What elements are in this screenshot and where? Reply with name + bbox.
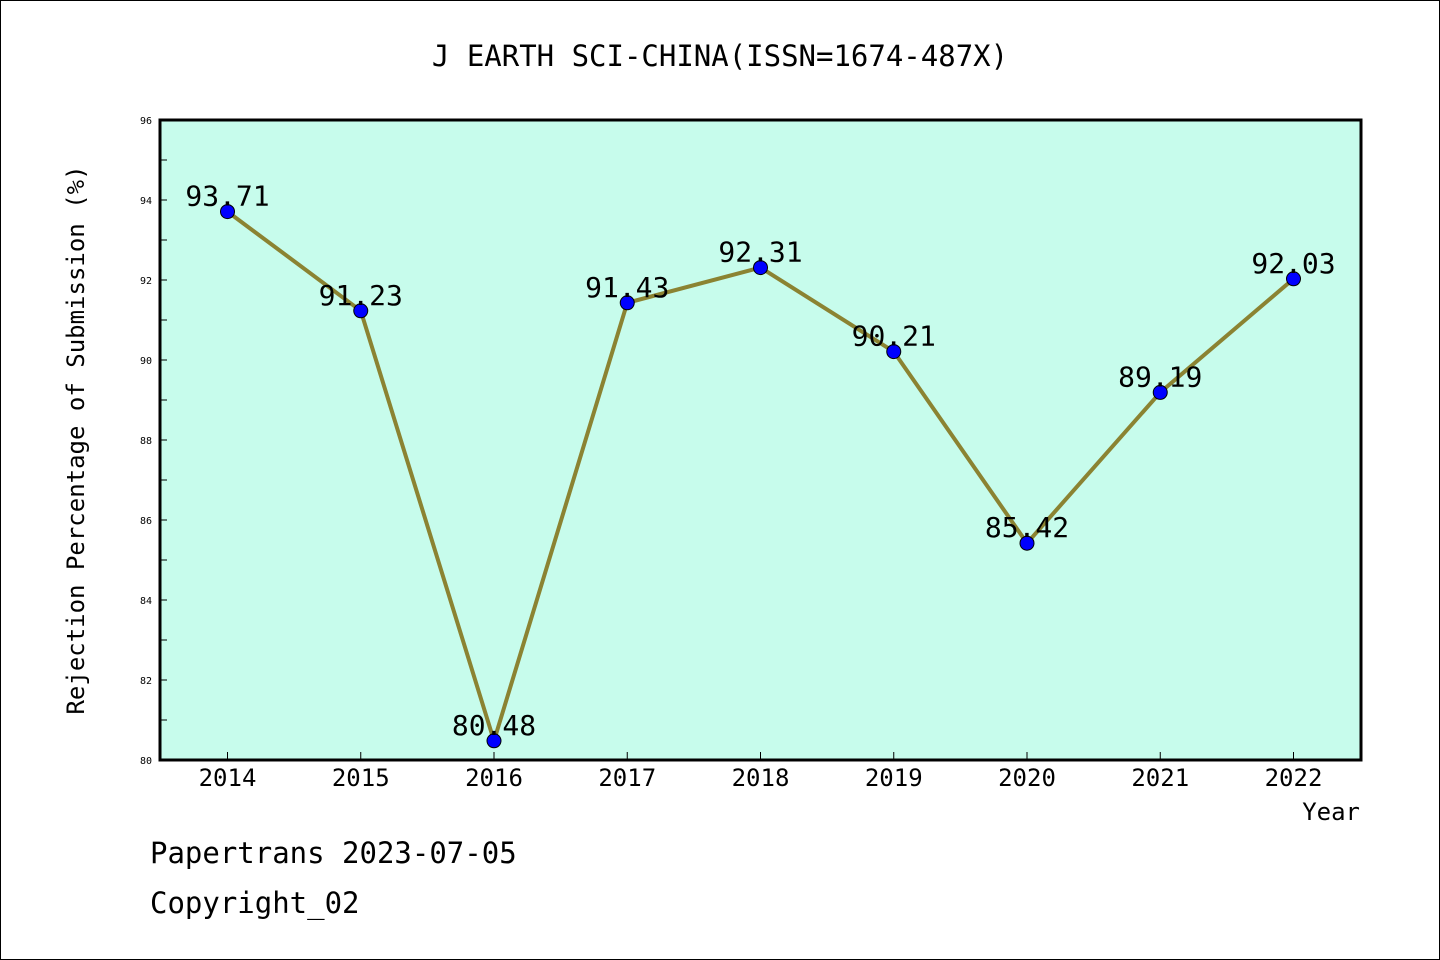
footer-line-1: Papertrans 2023-07-05: [150, 836, 517, 870]
y-tick-label: 90: [140, 356, 152, 367]
data-point: [220, 204, 235, 220]
data-label: 90.21: [852, 320, 936, 353]
x-tick-label: 2017: [598, 764, 656, 792]
x-tick-label: 2016: [465, 764, 523, 792]
data-label: 93.71: [185, 180, 269, 213]
data-label: 85.42: [985, 511, 1069, 544]
data-point: [1019, 535, 1035, 551]
y-tick-label: 86: [140, 516, 152, 527]
data-label: 92.03: [1251, 247, 1335, 280]
data-label: 92.31: [718, 236, 802, 269]
data-label: 91.23: [319, 279, 403, 312]
data-label: 91.43: [585, 271, 669, 304]
y-tick-label: 88: [140, 436, 152, 447]
chart-title: J EARTH SCI-CHINA(ISSN=1674-487X): [432, 39, 1008, 73]
plot-border: [158, 118, 1363, 762]
data-labels: 93.71 91.23 80.48 91.43 92.31 90.21 85.42 89.19…: [185, 180, 1335, 742]
x-tick-label: 2014: [199, 764, 257, 792]
data-point: [486, 733, 502, 749]
data-point: [753, 260, 768, 276]
y-tick-label: 92: [140, 276, 152, 287]
footer-line-2: Copyright_02: [150, 886, 360, 920]
x-tick-label: 2019: [865, 764, 923, 792]
y-tick-label: 94: [140, 196, 152, 207]
x-axis: 2014 2015 2016 2017 2018 2019 2020 2021 2022: [199, 752, 1323, 792]
x-tick-label: 2015: [332, 764, 390, 792]
data-point: [353, 303, 369, 319]
y-tick-label: 96: [140, 116, 152, 127]
y-tick-label: 80: [140, 756, 152, 767]
y-axis-label: Rejection Percentage of Submission (%): [62, 165, 90, 714]
data-point: [619, 295, 635, 311]
x-tick-label: 2018: [732, 764, 790, 792]
data-point: [886, 344, 902, 360]
data-point: [1286, 271, 1301, 287]
x-tick-label: 2021: [1131, 764, 1189, 792]
y-tick-label: 84: [140, 596, 152, 607]
data-series: [220, 204, 1301, 749]
x-axis-label: Year: [1302, 798, 1360, 826]
x-tick-label: 2020: [998, 764, 1056, 792]
data-point: [1152, 384, 1168, 400]
plot-area: [160, 120, 1361, 760]
data-label: 80.48: [452, 709, 536, 742]
data-label: 89.19: [1118, 360, 1202, 393]
y-tick-label: 82: [140, 676, 152, 687]
x-tick-label: 2022: [1265, 764, 1323, 792]
